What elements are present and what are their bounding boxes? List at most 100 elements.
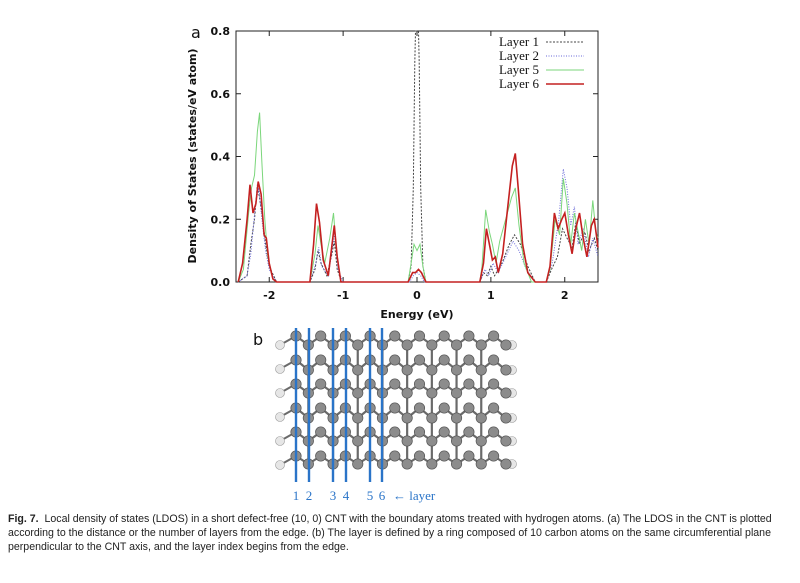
carbon-atom (401, 364, 413, 376)
series-line-layer-5 (237, 112, 599, 283)
carbon-atom (463, 354, 475, 366)
carbon-atom (401, 458, 413, 470)
carbon-atom (488, 354, 500, 366)
panel-a-label: a (191, 23, 201, 42)
carbon-atom (352, 339, 364, 351)
layer-number-3: 3 (330, 488, 337, 503)
legend-label: Layer 1 (499, 34, 539, 49)
hydrogen-atom (275, 388, 285, 398)
y-tick-label: 0.6 (211, 88, 231, 101)
carbon-atom (438, 450, 450, 462)
carbon-atom (352, 435, 364, 447)
y-tick-label: 0.2 (211, 213, 231, 226)
carbon-atom (413, 402, 426, 414)
carbon-atom (413, 330, 426, 342)
legend-label: Layer 5 (499, 62, 539, 77)
figure-caption: Fig. 7. Local density of states (LDOS) i… (8, 512, 793, 554)
carbon-atom (389, 426, 401, 438)
plot-frame (235, 30, 599, 283)
carbon-atom (488, 378, 500, 390)
carbon-atom (352, 387, 364, 399)
carbon-atom (389, 354, 401, 366)
legend-label: Layer 6 (499, 76, 540, 91)
x-tick-label: 1 (487, 289, 495, 302)
carbon-atom (450, 435, 463, 447)
series-line-layer-2 (237, 169, 599, 283)
panel-b-label: b (253, 330, 263, 349)
carbon-atom (475, 339, 487, 351)
hydrogen-atom (275, 436, 285, 446)
caption-fig-label: Fig. 7. (8, 513, 39, 525)
carbon-atom (475, 458, 487, 470)
carbon-atom (352, 412, 364, 424)
x-tick-label: -1 (337, 289, 349, 302)
carbon-atom (426, 458, 438, 470)
carbon-atom (488, 426, 500, 438)
carbon-atom (450, 412, 463, 424)
carbon-atom (315, 426, 327, 438)
carbon-atom (401, 412, 413, 424)
carbon-atom (401, 435, 413, 447)
hydrogen-atom (275, 364, 285, 374)
carbon-atom (413, 354, 426, 366)
hydrogen-atom (275, 412, 285, 422)
carbon-atom (500, 339, 512, 351)
legend-label: Layer 2 (499, 48, 539, 63)
carbon-atom (389, 330, 401, 342)
y-axis-label: Density of States (states/eV atom) (186, 49, 199, 264)
carbon-atom (450, 364, 463, 376)
x-tick-label: -2 (263, 289, 275, 302)
series-line-layer-1 (237, 30, 599, 283)
carbon-atom (401, 339, 413, 351)
figure: a b -2 -1 0 1 20.00.20.40.60.8 Layer 1Layer … (186, 23, 599, 503)
carbon-atom (475, 387, 487, 399)
carbon-atom (488, 450, 500, 462)
carbon-atom (315, 402, 327, 414)
carbon-atom (315, 378, 327, 390)
carbon-atom (500, 435, 512, 447)
carbon-atom (488, 402, 500, 414)
carbon-atom (463, 450, 475, 462)
carbon-atom (475, 364, 487, 376)
carbon-atom (463, 426, 475, 438)
layer-arrow-label: ← layer (393, 488, 436, 503)
carbon-atom (463, 378, 475, 390)
carbon-atom (450, 458, 463, 470)
carbon-atom (352, 458, 364, 470)
carbon-atom (488, 330, 500, 342)
carbon-atom (438, 354, 450, 366)
carbon-atom (426, 435, 438, 447)
series-line-layer-6 (237, 153, 599, 283)
layer-number-4: 4 (343, 488, 350, 503)
carbon-atom (500, 387, 512, 399)
carbon-atom (389, 378, 401, 390)
x-tick-label: 0 (413, 289, 421, 302)
layer-number-2: 2 (306, 488, 313, 503)
carbon-atom (500, 412, 512, 424)
hydrogen-atom (275, 460, 285, 470)
carbon-atom (413, 450, 426, 462)
carbon-atom (426, 387, 438, 399)
carbon-atom (500, 364, 512, 376)
carbon-atom (315, 354, 327, 366)
carbon-atom (438, 378, 450, 390)
carbon-atom (426, 339, 438, 351)
carbon-atom (450, 339, 463, 351)
carbon-atom (450, 387, 463, 399)
carbon-atom (426, 364, 438, 376)
x-axis-label: Energy (eV) (380, 308, 453, 321)
layer-number-6: 6 (379, 488, 386, 503)
carbon-atom (413, 378, 426, 390)
layer-number-5: 5 (367, 488, 374, 503)
y-tick-label: 0.8 (211, 25, 231, 38)
carbon-atom (475, 435, 487, 447)
carbon-atom (500, 458, 512, 470)
hydrogen-atom (275, 340, 285, 350)
carbon-atom (438, 330, 450, 342)
carbon-atom (475, 412, 487, 424)
carbon-atom (438, 402, 450, 414)
carbon-atom (438, 426, 450, 438)
carbon-atom (401, 387, 413, 399)
